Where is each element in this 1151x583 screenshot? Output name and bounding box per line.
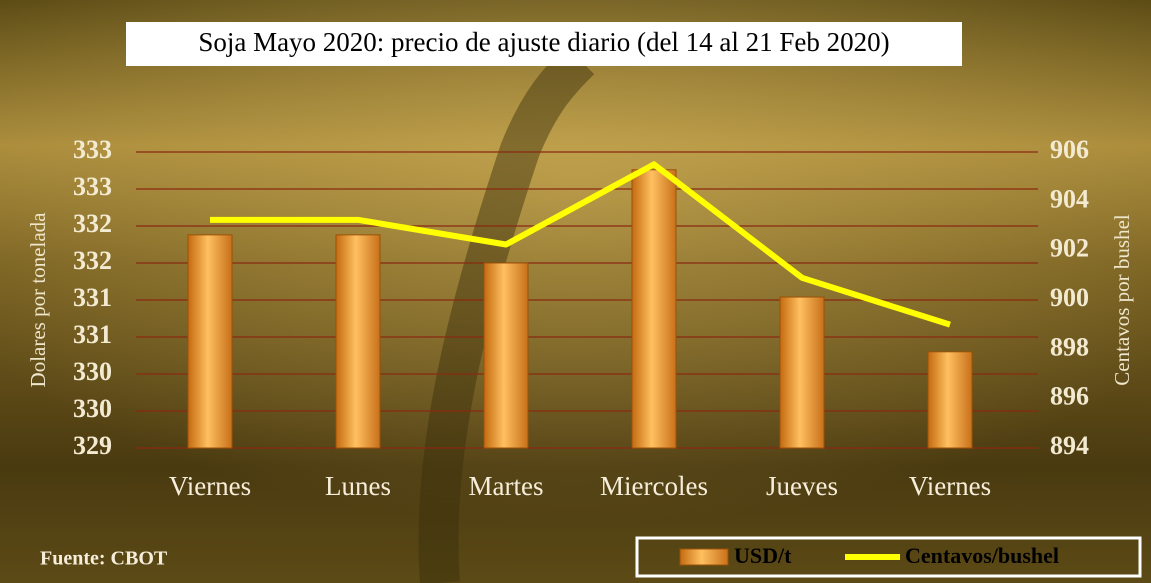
chart: Soja Mayo 2020: precio de ajuste diario … (0, 0, 1151, 583)
x-tick-label: Jueves (766, 471, 838, 501)
bar (336, 235, 380, 448)
y-tick-label: 330 (73, 357, 112, 386)
legend-label: Centavos/bushel (905, 543, 1059, 568)
y-tick-label: 329 (73, 431, 112, 460)
y2-tick-label: 900 (1050, 283, 1089, 312)
y-tick-label: 330 (73, 394, 112, 423)
legend-swatch (680, 549, 728, 565)
y2-tick-label: 896 (1050, 382, 1089, 411)
x-tick-label: Miercoles (600, 471, 708, 501)
y-axis-label: Dolares por tonelada (26, 212, 50, 388)
x-tick-label: Martes (469, 471, 544, 501)
y2-axis-label: Centavos por bushel (1110, 214, 1134, 386)
y-tick-label: 333 (73, 172, 112, 201)
y-tick-label: 332 (73, 209, 112, 238)
bar (780, 297, 824, 448)
x-tick-label: Lunes (325, 471, 391, 501)
y-tick-label: 333 (73, 135, 112, 164)
y-tick-label: 331 (73, 320, 112, 349)
y-tick-label: 332 (73, 246, 112, 275)
y2-tick-label: 898 (1050, 332, 1089, 361)
x-tick-label: Viernes (169, 471, 251, 501)
bar (188, 235, 232, 448)
chart-title: Soja Mayo 2020: precio de ajuste diario … (198, 27, 889, 57)
bar (928, 352, 972, 448)
y2-tick-label: 906 (1050, 135, 1089, 164)
y2-tick-label: 902 (1050, 234, 1089, 263)
bar (484, 263, 528, 448)
y2-tick-label: 904 (1050, 184, 1089, 213)
bar (632, 170, 676, 448)
legend-label: USD/t (734, 543, 792, 568)
x-tick-label: Viernes (909, 471, 991, 501)
source: Fuente: CBOT (40, 548, 168, 570)
y2-tick-label: 894 (1050, 431, 1089, 460)
y-tick-label: 331 (73, 283, 112, 312)
